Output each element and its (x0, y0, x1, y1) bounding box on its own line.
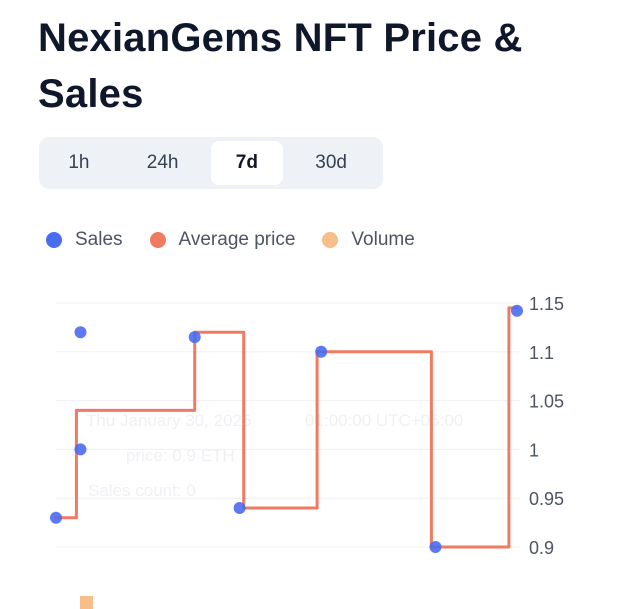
legend-label-sales: Sales (75, 229, 123, 250)
tab-24h[interactable]: 24h (146, 152, 179, 173)
tab-30d[interactable]: 30d (315, 152, 347, 173)
y-tick-label: 0.9 (529, 538, 554, 558)
sales-point (188, 331, 201, 344)
y-tick-label: 1 (529, 440, 539, 460)
sales-point (511, 304, 524, 317)
sales-point (74, 443, 87, 456)
legend-dot-volume (322, 232, 339, 248)
page-title: NexianGems NFT Price & Sales (38, 16, 523, 116)
tab-1h[interactable]: 1h (68, 152, 90, 173)
tooltip-price: price: 0.9 ETH (126, 446, 235, 465)
legend-dot-average-price (149, 232, 166, 248)
time-range-tabs: 1h 24h 7d 30d (39, 137, 383, 189)
y-tick-label: 0.95 (529, 489, 564, 509)
legend-item-sales[interactable]: Sales (46, 229, 123, 251)
volume-indicator (80, 596, 93, 609)
average-price-line (54, 306, 519, 549)
sales-point (233, 501, 246, 514)
y-tick-label: 1.15 (529, 294, 564, 314)
sales-point (74, 326, 87, 339)
tooltip-sales-count: Sales count: 0 (88, 481, 196, 500)
sales-point (50, 511, 62, 524)
sales-point (429, 541, 442, 553)
sales-series (50, 304, 524, 553)
sales-point (315, 345, 328, 358)
y-tick-label: 1.1 (529, 343, 554, 363)
y-tick-label: 1.05 (529, 392, 564, 412)
legend-item-volume[interactable]: Volume (322, 229, 415, 251)
chart-legend: Sales Average price Volume (46, 229, 442, 251)
chart-grid (56, 302, 520, 548)
tooltip-time: 01:00:00 UTC+05:00 (305, 411, 464, 430)
legend-item-average-price[interactable]: Average price (149, 229, 296, 251)
legend-dot-sales (46, 232, 62, 248)
legend-label-volume: Volume (351, 229, 415, 250)
tooltip-date: Thu January 30, 2025 (86, 411, 252, 430)
legend-label-average-price: Average price (178, 229, 296, 250)
tab-7d[interactable]: 7d (210, 141, 284, 185)
average-price-series (54, 306, 519, 549)
y-axis-ticks: 1.15 1.1 1.05 1 0.95 0.9 (529, 294, 564, 558)
